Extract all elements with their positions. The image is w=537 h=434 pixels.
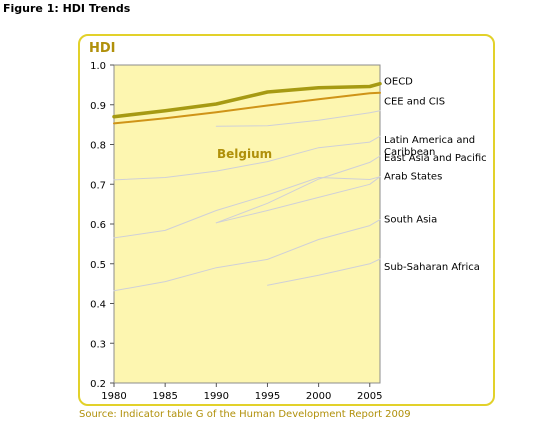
belgium-annotation: Belgium [217,147,272,161]
series-label: Latin America and Caribbean [384,135,475,158]
y-tick-label: 0.4 [90,300,106,311]
x-tick-label: 2005 [357,391,382,402]
series-line-oecd [112,81,382,119]
y-tick-label: 0.5 [90,260,106,271]
series-label: Arab States [384,171,442,182]
series-line-latin-america-and-caribbean [113,135,381,181]
y-tick-label: 0.6 [90,220,106,231]
series-label: Sub-Saharan Africa [384,262,480,273]
series-labels: OECD CEE and CIS Latin America and Caribbea… [384,77,487,273]
y-tick-label: 1.0 [90,61,106,72]
y-tick-label: 0.9 [90,101,106,112]
series-line-arab-states-lower [215,176,381,224]
series-line-sub-saharan-africa [267,258,381,286]
series-line-cee-and-cis [215,110,381,127]
axes: 0.2 0.3 0.4 0.5 0.6 0.7 0.8 0.9 1.0 1980 1985 1990 1… [90,61,382,402]
source-note: Source: Indicator table G of the Human D… [79,409,411,420]
y-tick-label: 0.8 [90,141,106,152]
series-line-arab-states [113,176,381,239]
y-tick-label: 0.3 [90,339,106,350]
x-tick-label: 1990 [204,391,229,402]
x-tick-label: 1985 [152,391,177,402]
figure-title: Figure 1: HDI Trends [3,2,131,15]
x-tick-label: 1995 [255,391,280,402]
series-label: South Asia [384,215,437,226]
series-label: CEE and CIS [384,97,445,108]
series-label: OECD [384,77,413,88]
x-tick-label: 1980 [101,391,126,402]
series-lines [112,81,382,292]
x-tick-label: 2000 [306,391,331,402]
series-label: East Asia and Pacific [384,153,487,164]
series-line-south-asia [113,219,381,292]
y-tick-label: 0.7 [90,180,106,191]
y-tick-label: 0.2 [90,379,106,390]
series-line-east-asia-and-pacific [215,155,381,224]
series-line-belgium [113,91,381,125]
chart-title: HDI [89,41,116,56]
